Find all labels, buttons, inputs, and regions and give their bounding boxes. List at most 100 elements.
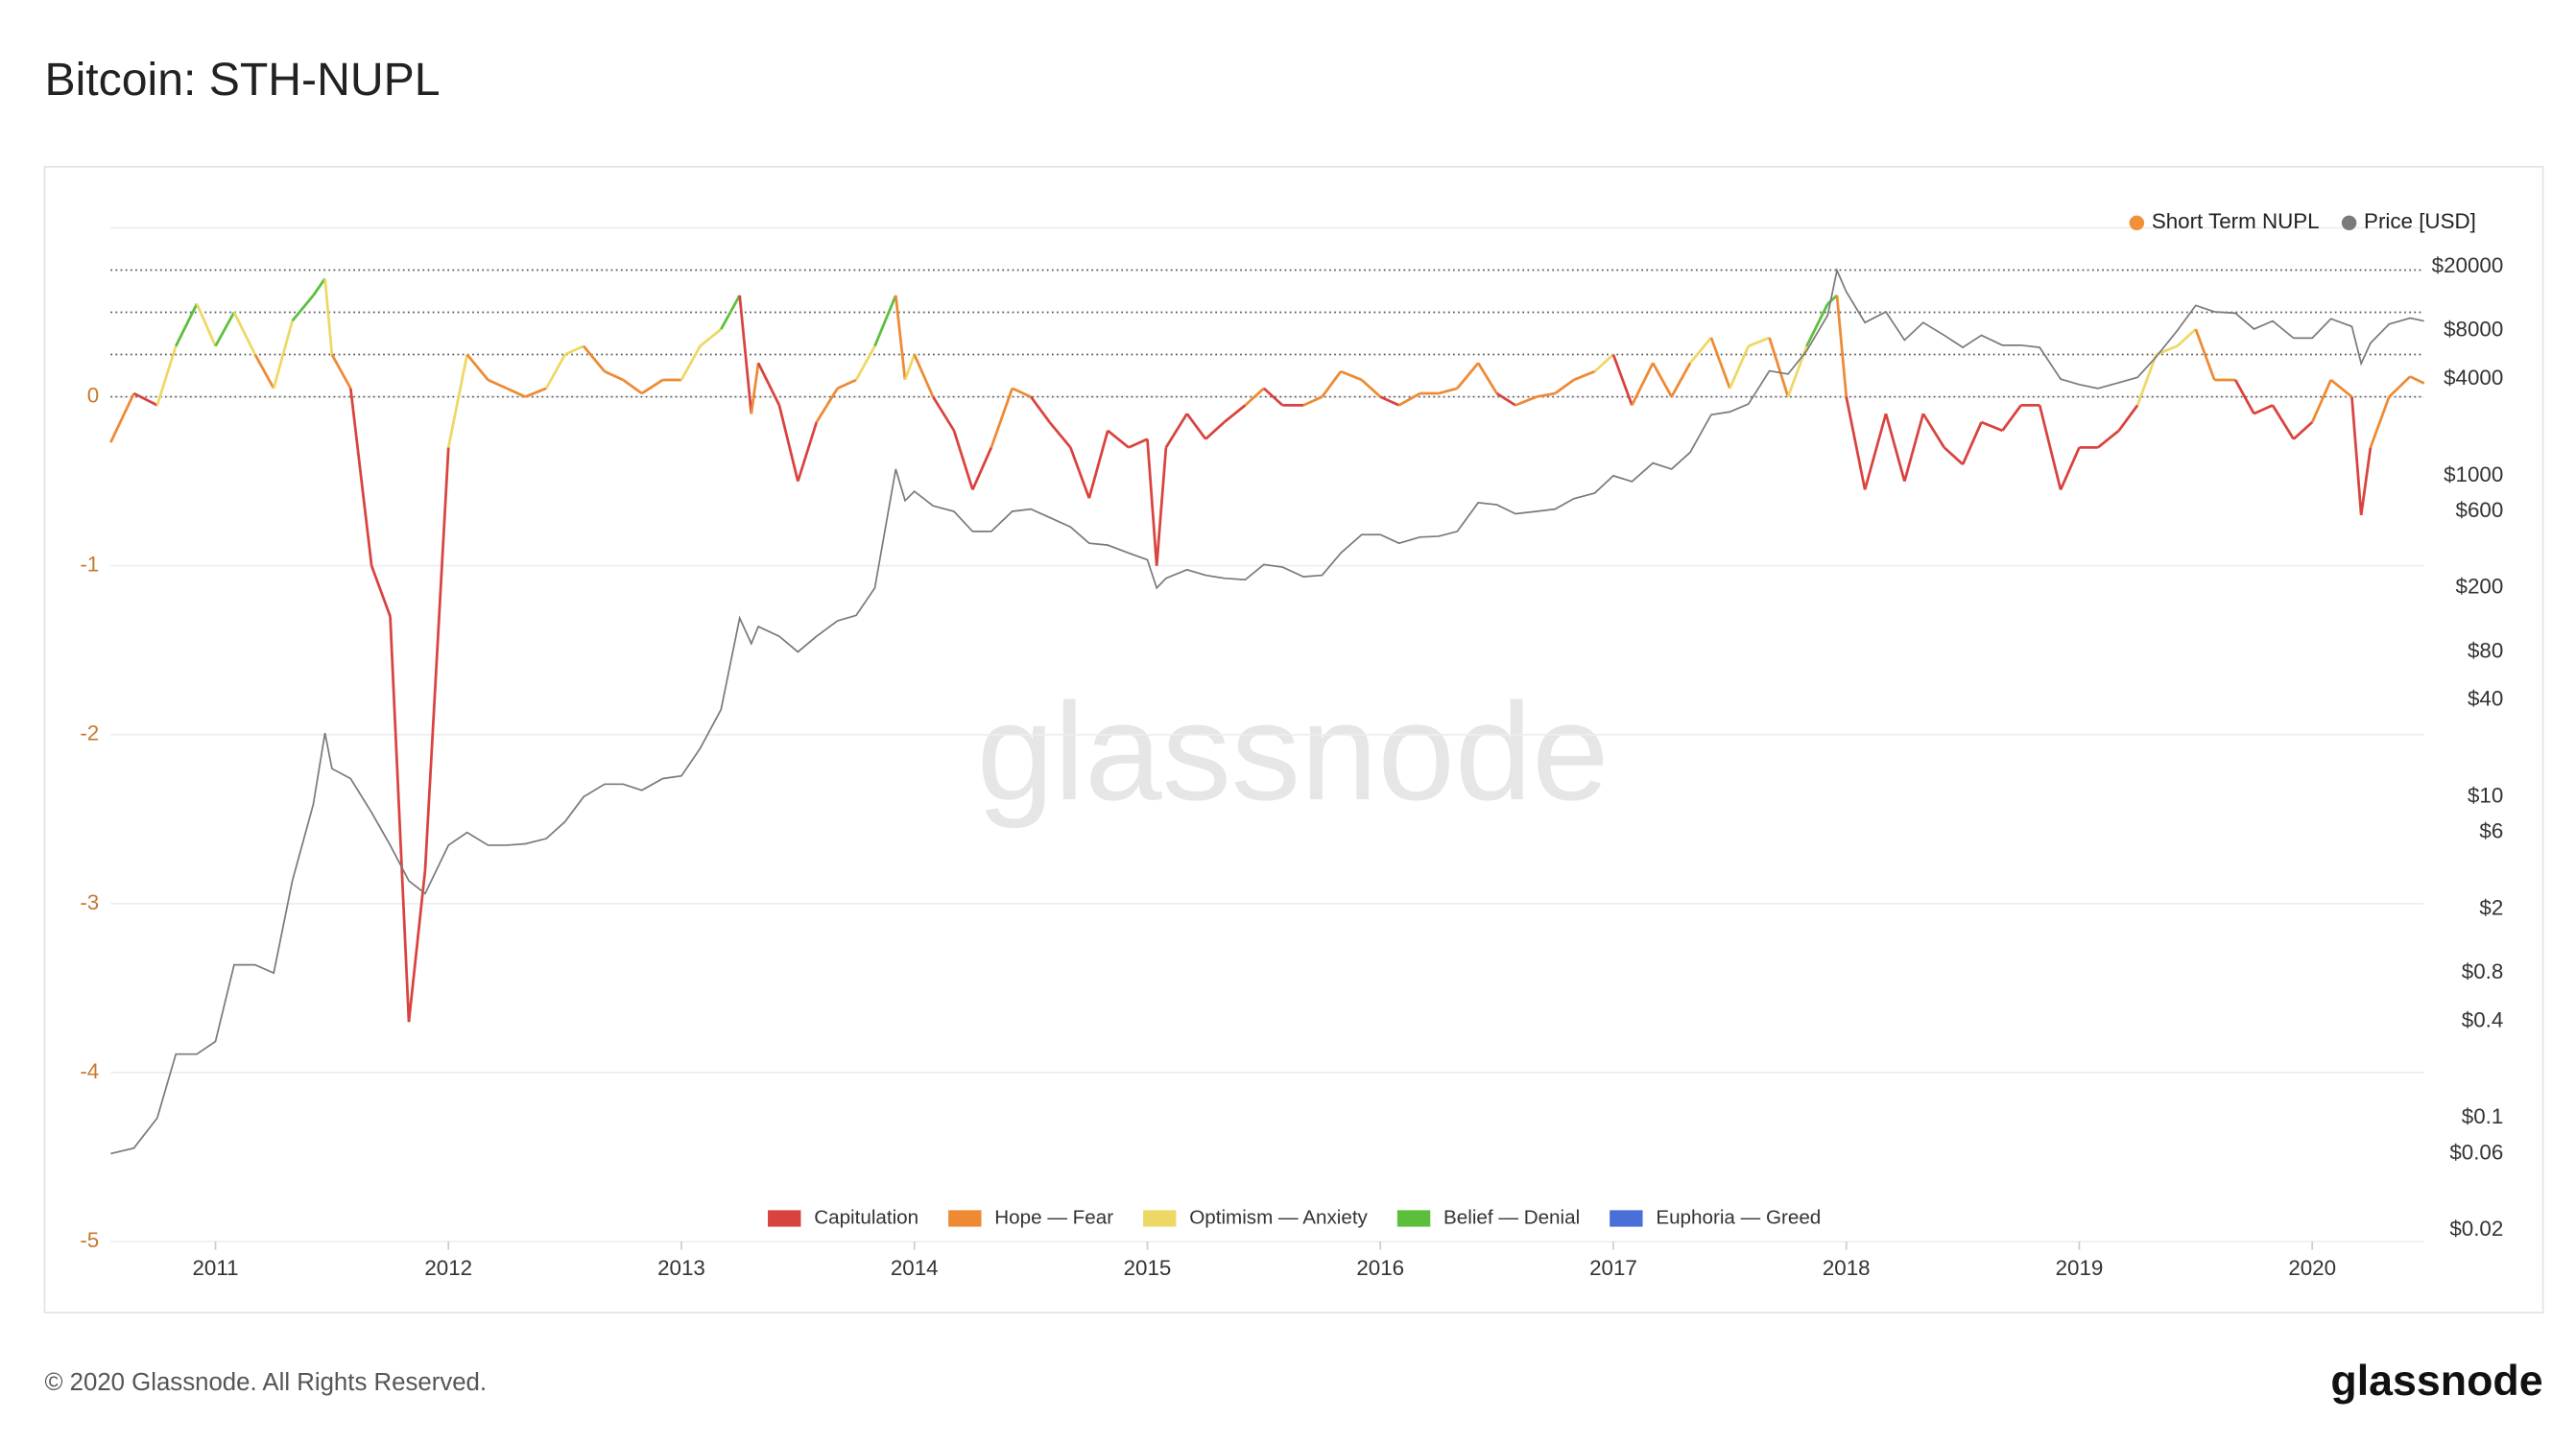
nupl-segment (232, 311, 257, 356)
nupl-segment (1244, 387, 1265, 407)
nupl-segment (330, 353, 352, 390)
nupl-segment (2310, 379, 2332, 423)
nupl-segment (1573, 369, 1596, 382)
nupl-segment (1845, 396, 1867, 490)
nupl-segment (1477, 362, 1498, 394)
nupl-segment (348, 388, 373, 566)
y2-tick-label: $4000 (2444, 366, 2503, 390)
y-tick-label: -3 (80, 890, 99, 914)
nupl-segment (1397, 391, 1421, 407)
nupl-segment (1087, 430, 1109, 499)
nupl-segment (1107, 429, 1130, 449)
zone-legend-marker (948, 1210, 982, 1227)
nupl-segment (640, 378, 664, 395)
nupl-segment (506, 387, 526, 398)
nupl-segment (312, 277, 326, 296)
nupl-segment (1302, 395, 1324, 407)
zone-legend-label: Optimism — Anxiety (1189, 1206, 1368, 1228)
nupl-segment (894, 295, 907, 381)
nupl-segment (1961, 421, 1983, 465)
nupl-segment (524, 387, 547, 398)
nupl-segment (1835, 295, 1849, 397)
chart-title: Bitcoin: STH-NUPL (44, 54, 440, 106)
nupl-segment (155, 345, 178, 406)
nupl-segment (323, 278, 334, 355)
nupl-segment (720, 295, 741, 330)
nupl-segment (407, 869, 427, 1023)
y-tick-label: -1 (80, 553, 99, 577)
nupl-segment (291, 295, 315, 322)
zone-legend-marker (1610, 1210, 1643, 1227)
nupl-segment (2271, 404, 2295, 440)
nupl-segment (1205, 420, 1226, 440)
nupl-segment (738, 295, 753, 414)
nupl-segment (465, 353, 489, 381)
nupl-segment (756, 362, 781, 406)
nupl-segment (952, 430, 974, 490)
legend-marker (2341, 215, 2357, 231)
x-tick-label: 2017 (1589, 1256, 1637, 1280)
nupl-segment (2097, 429, 2120, 449)
nupl-segment (1456, 362, 1480, 390)
nupl-segment (680, 345, 702, 381)
watermark: glassnode (977, 674, 1610, 829)
nupl-segment (913, 353, 935, 398)
nupl-segment (1554, 378, 1575, 395)
price-line (110, 268, 2424, 1155)
y2-tick-label: $10 (2468, 783, 2503, 807)
nupl-segment (2359, 447, 2373, 516)
nupl-segment (109, 392, 135, 443)
x-tick-label: 2016 (1356, 1256, 1404, 1280)
nupl-segment (1048, 421, 1072, 449)
nupl-segment (1321, 370, 1343, 398)
y2-tick-label: $0.02 (2449, 1217, 2503, 1241)
nupl-segment (2233, 379, 2255, 414)
y2-tick-label: $200 (2456, 575, 2504, 599)
nupl-segment (487, 378, 508, 390)
nupl-segment (1593, 353, 1614, 373)
y-tick-label: -4 (80, 1059, 99, 1083)
legend-label: Short Term NUPL (2152, 209, 2320, 233)
nupl-segment (1069, 446, 1091, 499)
y2-tick-label: $0.1 (2462, 1104, 2504, 1128)
footer: © 2020 Glassnode. All Rights Reserved. (44, 1369, 487, 1396)
zone-legend-label: Euphoria — Greed (1656, 1206, 1821, 1228)
x-tick-label: 2020 (2288, 1256, 2336, 1280)
zone-legend-marker (768, 1210, 801, 1227)
zone-legend-label: Capitulation (814, 1206, 918, 1228)
nupl-segment (1185, 413, 1207, 440)
nupl-segment (1155, 447, 1168, 566)
x-tick-label: 2019 (2056, 1256, 2104, 1280)
nupl-segment (582, 344, 606, 373)
nupl-segment (2388, 375, 2412, 398)
nupl-segment (1921, 413, 1945, 449)
y-tick-label: 0 (87, 383, 99, 407)
nupl-segment (389, 616, 411, 1023)
nupl-segment (604, 369, 624, 382)
nupl-segment (1495, 391, 1516, 407)
nupl-segment (837, 378, 857, 390)
nupl-segment (1030, 395, 1051, 423)
nupl-segment (446, 354, 469, 448)
nupl-segment (622, 378, 643, 395)
nupl-segment (2059, 446, 2081, 490)
nupl-segment (2369, 396, 2391, 448)
y2-tick-label: $600 (2456, 498, 2504, 522)
nupl-segment (1631, 362, 1655, 406)
y2-tick-label: $0.4 (2462, 1007, 2504, 1031)
y-tick-label: -5 (80, 1228, 99, 1252)
nupl-segment (1128, 438, 1149, 449)
zone-legend-label: Belief — Denial (1443, 1206, 1580, 1228)
logo: glassnode (2330, 1358, 2542, 1405)
nupl-segment (2001, 404, 2022, 432)
nupl-segment (2329, 378, 2353, 398)
chart-frame (43, 165, 2544, 1313)
nupl-segment (873, 295, 897, 347)
nupl-segment (750, 363, 760, 414)
nupl-segment (1146, 438, 1158, 566)
y2-tick-label: $0.06 (2449, 1140, 2503, 1164)
zone-legend-label: Hope — Fear (994, 1206, 1113, 1228)
legend-marker (2129, 215, 2145, 231)
